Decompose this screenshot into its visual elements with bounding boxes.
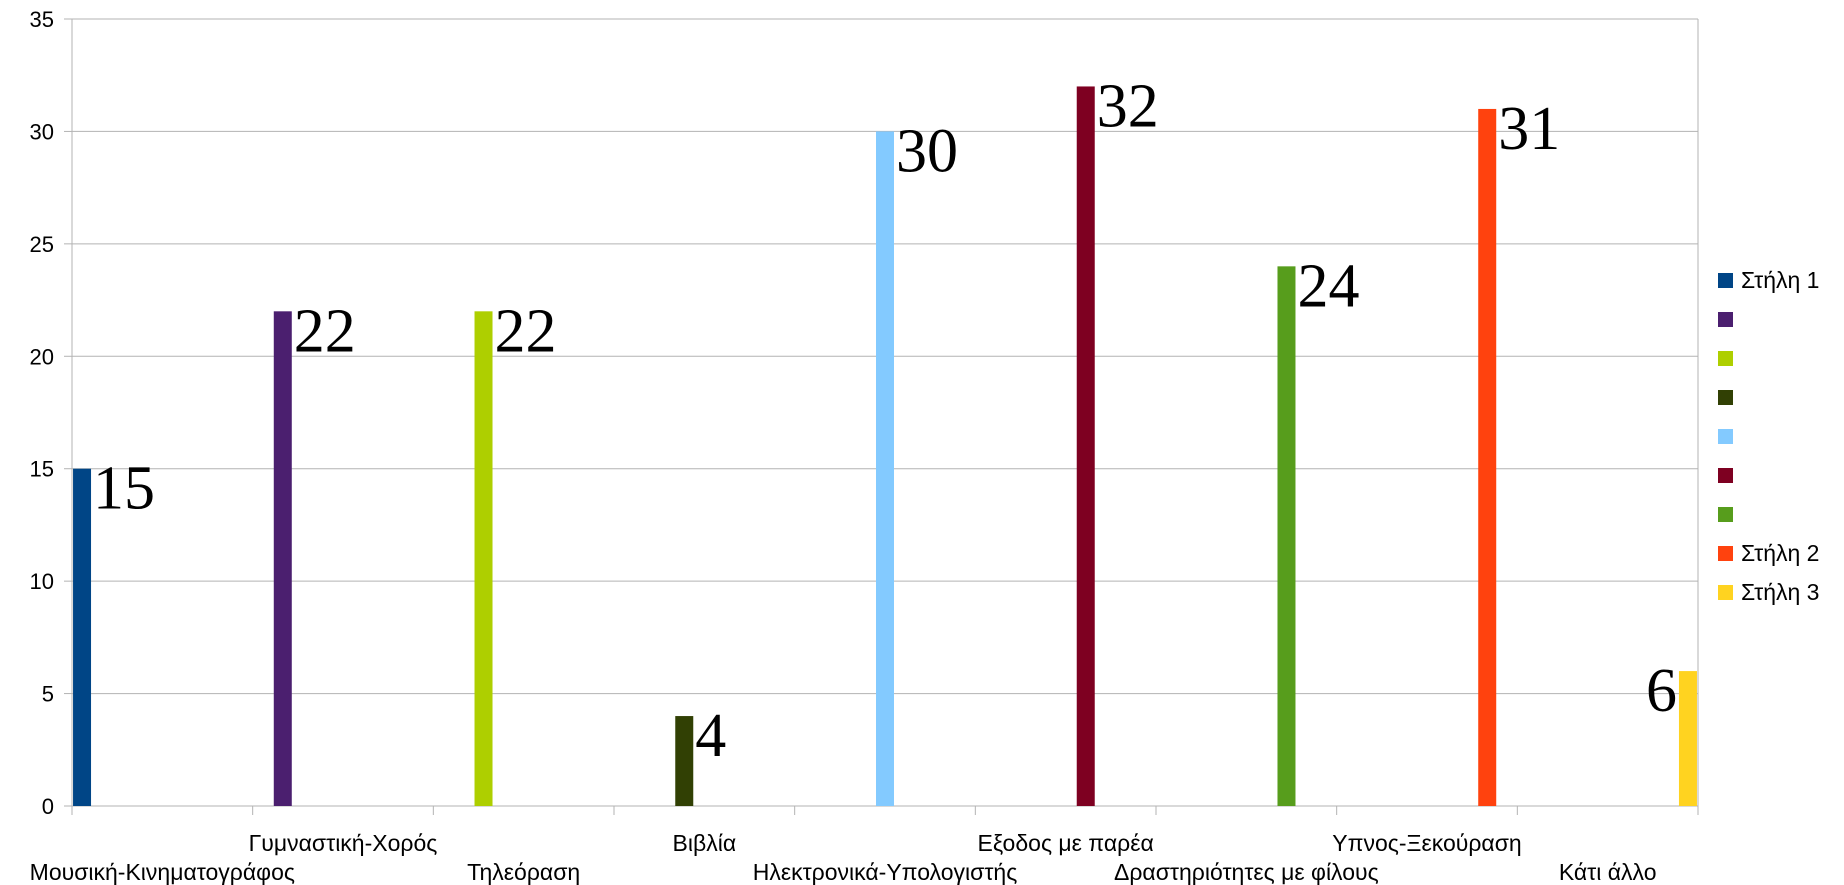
legend-swatch bbox=[1718, 507, 1733, 522]
bar bbox=[1679, 671, 1697, 806]
legend-label: Στήλη 3 bbox=[1741, 579, 1819, 605]
category-label: Εξοδος με παρέα bbox=[978, 830, 1154, 856]
bars bbox=[73, 86, 1697, 806]
legend-label: Στήλη 1 bbox=[1741, 267, 1819, 293]
bar bbox=[876, 131, 894, 806]
y-tick-label: 0 bbox=[42, 794, 54, 819]
data-label: 15 bbox=[93, 455, 155, 523]
category-label: Τηλεόραση bbox=[467, 859, 580, 885]
y-tick-label: 10 bbox=[30, 569, 54, 594]
data-label: 32 bbox=[1097, 72, 1159, 140]
data-label: 22 bbox=[495, 297, 557, 365]
category-label: Βιβλία bbox=[673, 830, 737, 856]
legend-swatch bbox=[1718, 468, 1733, 483]
bar bbox=[675, 716, 693, 806]
category-label: Μουσική-Κινηματογράφος bbox=[30, 859, 295, 885]
legend-swatch bbox=[1718, 429, 1733, 444]
category-labels: Μουσική-Κινηματογράφος Γυμναστική-Χορός Τη… bbox=[30, 830, 1657, 885]
data-label: 22 bbox=[294, 297, 356, 365]
bar bbox=[475, 311, 493, 806]
legend-swatch bbox=[1718, 312, 1733, 327]
bar bbox=[1277, 266, 1295, 806]
data-label: 30 bbox=[896, 117, 958, 185]
data-label: 24 bbox=[1297, 252, 1359, 320]
y-tick-label: 35 bbox=[30, 7, 54, 32]
legend-label: Στήλη 2 bbox=[1741, 540, 1819, 566]
legend-swatch bbox=[1718, 273, 1733, 288]
data-label: 31 bbox=[1498, 95, 1560, 163]
legend-swatch bbox=[1718, 390, 1733, 405]
category-label: Δραστηριότητες με φίλους bbox=[1114, 859, 1379, 885]
y-tick-label: 25 bbox=[30, 232, 54, 257]
bar bbox=[1077, 86, 1095, 806]
y-tick-label: 5 bbox=[42, 682, 54, 707]
y-tick-label: 15 bbox=[30, 457, 54, 482]
y-tick-label: 20 bbox=[30, 344, 54, 369]
category-label: Ηλεκτρονικά-Υπολογιστής bbox=[753, 859, 1018, 885]
legend-swatch bbox=[1718, 585, 1733, 600]
bar bbox=[274, 311, 292, 806]
bar bbox=[73, 469, 91, 806]
legend: Στήλη 1 Στήλη 2 Στήλη 3 bbox=[1718, 267, 1819, 605]
category-label: Κάτι άλλο bbox=[1559, 859, 1657, 885]
legend-swatch bbox=[1718, 351, 1733, 366]
bar bbox=[1478, 109, 1496, 806]
legend-swatch bbox=[1718, 546, 1733, 561]
y-tick-label: 30 bbox=[30, 119, 54, 144]
data-label: 6 bbox=[1646, 657, 1677, 725]
category-label: Γυμναστική-Χορός bbox=[249, 830, 438, 856]
data-label: 4 bbox=[695, 702, 726, 770]
category-label: Υπνος-Ξεκούραση bbox=[1332, 830, 1521, 856]
